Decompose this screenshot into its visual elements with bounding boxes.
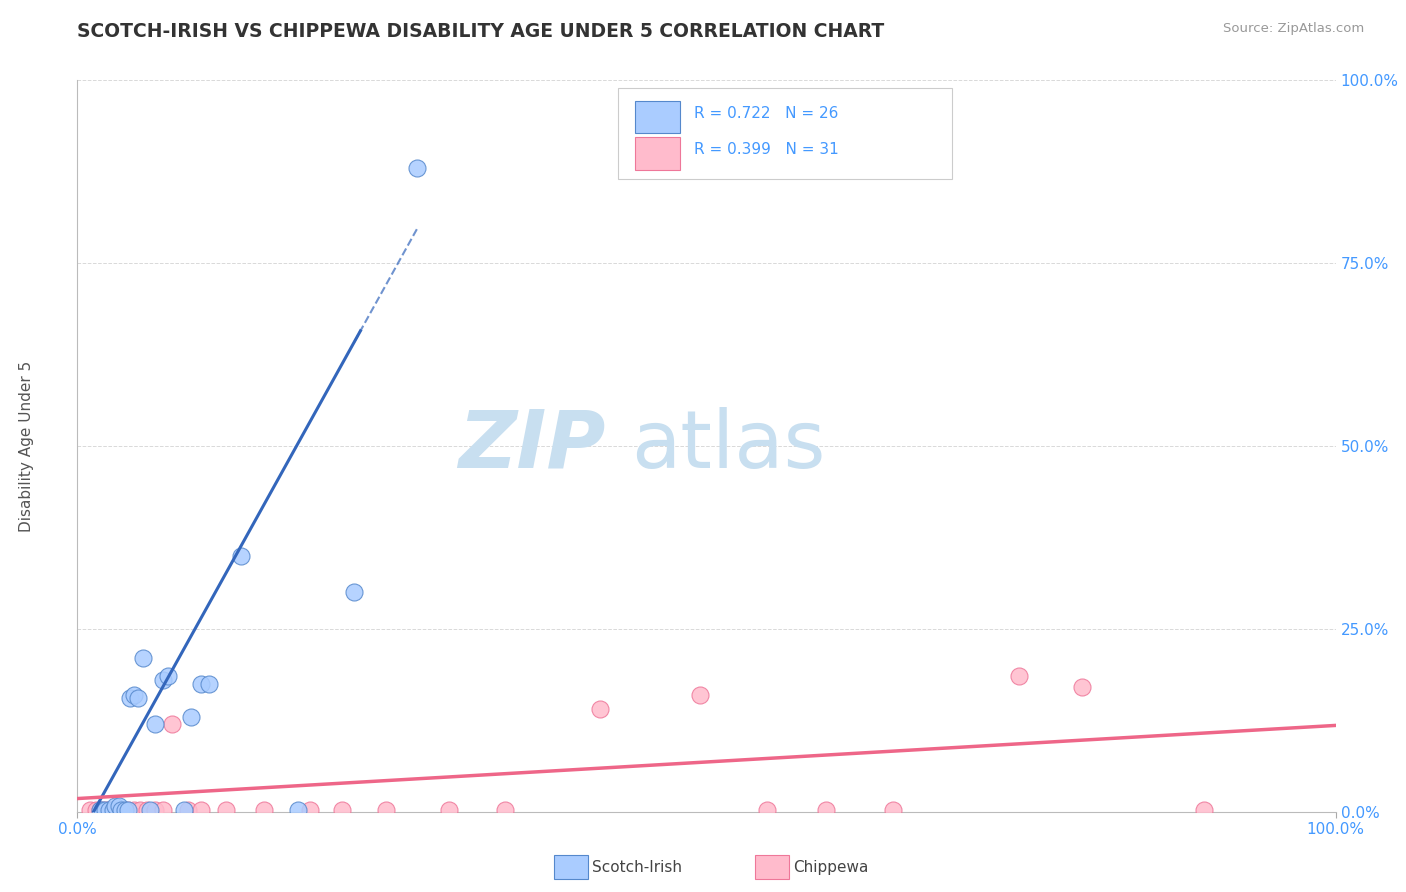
- Text: R = 0.722   N = 26: R = 0.722 N = 26: [695, 105, 838, 120]
- Point: [229, 549, 252, 563]
- Text: Disability Age Under 5: Disability Age Under 5: [20, 360, 35, 532]
- Point: [114, 803, 136, 817]
- Point: [882, 803, 904, 817]
- Text: ZIP: ZIP: [458, 407, 606, 485]
- Point: [117, 803, 139, 817]
- Point: [406, 161, 429, 175]
- Text: atlas: atlas: [631, 407, 825, 485]
- Point: [1192, 803, 1215, 817]
- Point: [143, 717, 166, 731]
- Point: [120, 691, 142, 706]
- Point: [190, 676, 212, 690]
- Point: [299, 803, 322, 817]
- Text: Chippewa: Chippewa: [793, 860, 869, 874]
- Point: [1070, 681, 1092, 695]
- Point: [117, 803, 139, 817]
- Point: [104, 798, 127, 813]
- Point: [343, 585, 366, 599]
- Point: [108, 798, 131, 813]
- Point: [122, 803, 145, 817]
- Point: [287, 803, 309, 817]
- Point: [156, 669, 179, 683]
- Point: [198, 676, 221, 690]
- Point: [143, 803, 166, 817]
- Point: [1007, 669, 1029, 683]
- Point: [173, 803, 195, 817]
- Point: [79, 803, 101, 817]
- Point: [252, 803, 274, 817]
- Point: [110, 803, 132, 817]
- Point: [89, 803, 111, 817]
- Point: [330, 803, 353, 817]
- Point: [132, 651, 155, 665]
- Point: [110, 803, 132, 817]
- Point: [755, 803, 778, 817]
- Text: SCOTCH-IRISH VS CHIPPEWA DISABILITY AGE UNDER 5 CORRELATION CHART: SCOTCH-IRISH VS CHIPPEWA DISABILITY AGE …: [77, 22, 884, 41]
- Point: [127, 691, 149, 706]
- Point: [190, 803, 212, 817]
- Point: [152, 803, 174, 817]
- Point: [91, 803, 114, 817]
- Point: [97, 803, 120, 817]
- Point: [104, 803, 127, 817]
- Point: [494, 803, 516, 817]
- Point: [94, 803, 117, 817]
- Point: [101, 803, 124, 817]
- Point: [122, 688, 145, 702]
- Point: [215, 803, 238, 817]
- Text: R = 0.399   N = 31: R = 0.399 N = 31: [695, 142, 839, 157]
- Point: [437, 803, 460, 817]
- Point: [177, 803, 200, 817]
- Point: [815, 803, 838, 817]
- FancyBboxPatch shape: [634, 101, 681, 133]
- Point: [94, 803, 117, 817]
- Point: [135, 803, 157, 817]
- Text: Source: ZipAtlas.com: Source: ZipAtlas.com: [1223, 22, 1364, 36]
- FancyBboxPatch shape: [634, 137, 681, 169]
- Point: [89, 803, 111, 817]
- Point: [84, 803, 107, 817]
- Point: [374, 803, 396, 817]
- Point: [689, 688, 711, 702]
- FancyBboxPatch shape: [619, 87, 952, 179]
- Point: [160, 717, 183, 731]
- Text: Scotch-Irish: Scotch-Irish: [592, 860, 682, 874]
- Point: [180, 709, 202, 723]
- Point: [97, 803, 120, 817]
- Point: [152, 673, 174, 687]
- Point: [139, 803, 162, 817]
- Point: [588, 702, 610, 716]
- Point: [129, 803, 152, 817]
